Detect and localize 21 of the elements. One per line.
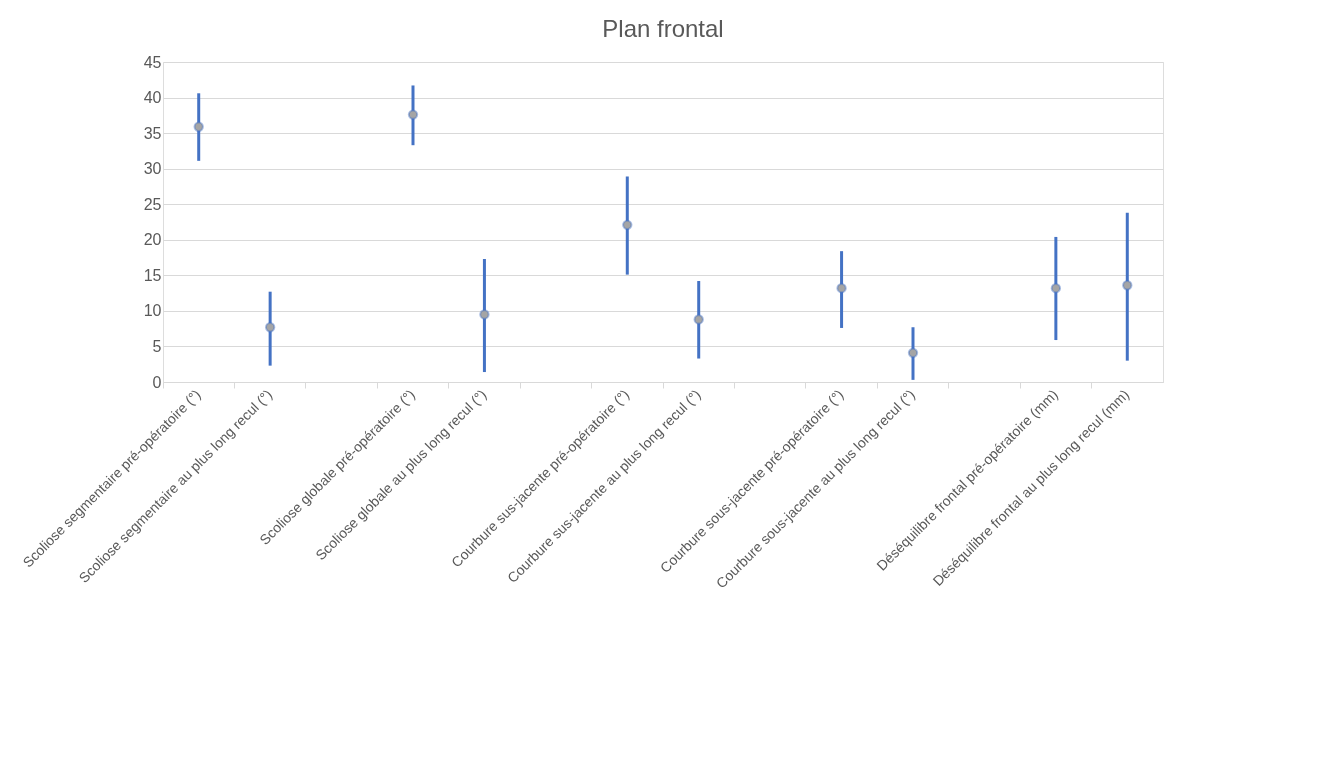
point bbox=[622, 219, 633, 231]
y-tick-label: 45 bbox=[143, 53, 162, 71]
point bbox=[1122, 280, 1133, 291]
y-tick-label: 20 bbox=[143, 231, 162, 249]
y-tick-label: 5 bbox=[152, 337, 162, 355]
y-tick-label: 15 bbox=[143, 266, 162, 284]
point bbox=[836, 282, 847, 294]
point bbox=[407, 109, 419, 120]
point bbox=[907, 347, 919, 359]
y-tick-label: 25 bbox=[143, 195, 162, 213]
point bbox=[479, 309, 490, 320]
point bbox=[264, 322, 276, 333]
y-tick-label: 0 bbox=[152, 373, 162, 391]
y-tick-label: 30 bbox=[143, 160, 162, 178]
y-tick-label: 10 bbox=[143, 302, 162, 320]
point bbox=[1050, 282, 1062, 294]
point bbox=[193, 121, 204, 132]
point bbox=[693, 314, 704, 325]
y-tick-label: 35 bbox=[143, 124, 162, 142]
y-tick-label: 40 bbox=[143, 89, 162, 107]
chart-title: Plan frontal bbox=[602, 15, 724, 42]
